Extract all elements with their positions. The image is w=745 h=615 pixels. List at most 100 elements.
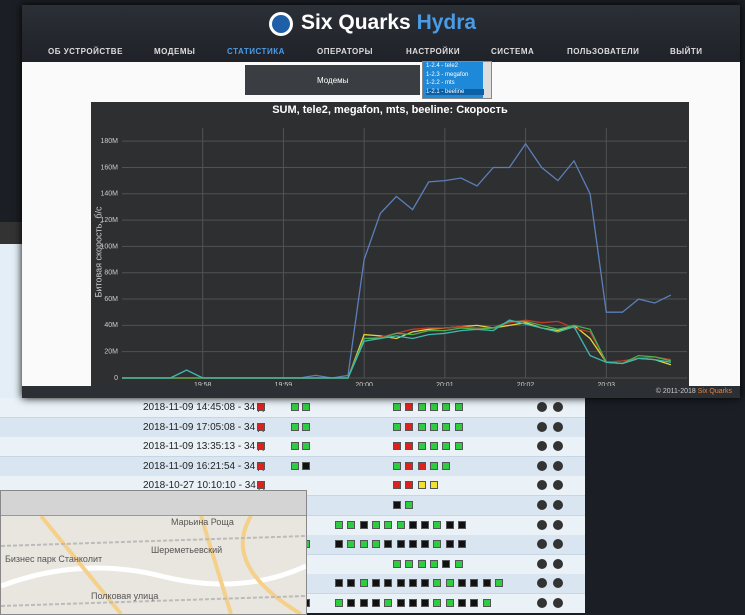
status	[257, 403, 265, 411]
edit-icon[interactable]	[537, 480, 547, 490]
delete-icon[interactable]	[553, 598, 563, 608]
delete-icon[interactable]	[553, 441, 563, 451]
status	[442, 403, 450, 411]
status	[470, 579, 478, 587]
status	[372, 521, 380, 529]
status	[360, 579, 368, 587]
status	[397, 521, 405, 529]
edit-icon[interactable]	[537, 598, 547, 608]
filter-label[interactable]: Модемы	[317, 76, 348, 85]
map-label: Марьина Роща	[171, 517, 234, 527]
status	[397, 579, 405, 587]
y-tick-label: 140M	[100, 191, 118, 198]
status	[446, 579, 454, 587]
select-option[interactable]: 1-2.1 - beeline	[426, 89, 484, 95]
edit-icon[interactable]	[537, 422, 547, 432]
status	[458, 540, 466, 548]
delete-icon[interactable]	[553, 500, 563, 510]
table-row: 2018-11-09 17:05:08 - 34 д	[0, 418, 585, 438]
date-cell: 2018-11-09 14:45:08 - 34 д	[143, 402, 264, 413]
select-option[interactable]: 1-2.2 - mts	[426, 80, 455, 86]
copyright-years: © 2011-2018	[656, 388, 696, 395]
status	[442, 462, 450, 470]
status	[455, 442, 463, 450]
status	[421, 540, 429, 548]
status	[442, 423, 450, 431]
status	[446, 599, 454, 607]
nav-item[interactable]: ОПЕРАТОРЫ	[317, 47, 373, 56]
map-label: Бизнес парк Станколит	[5, 554, 102, 564]
nav-item[interactable]: МОДЕМЫ	[154, 47, 195, 56]
delete-icon[interactable]	[553, 578, 563, 588]
delete-icon[interactable]	[553, 402, 563, 412]
nav-bar: ОБ УСТРОЙСТВЕ МОДЕМЫ СТАТИСТИКА ОПЕРАТОРЫ НА…	[22, 43, 740, 63]
edit-icon[interactable]	[537, 559, 547, 569]
logo: Six Quarks Hydra	[301, 11, 476, 35]
edit-icon[interactable]	[537, 461, 547, 471]
edit-icon[interactable]	[537, 500, 547, 510]
series-line	[122, 144, 671, 378]
status	[433, 599, 441, 607]
y-tick-label: 120M	[100, 217, 118, 224]
table-row: 2018-11-09 13:35:13 - 34 д	[0, 437, 585, 457]
y-tick-label: 180M	[100, 138, 118, 145]
status	[393, 560, 401, 568]
status	[384, 540, 392, 548]
status	[291, 462, 299, 470]
status	[421, 599, 429, 607]
status	[393, 423, 401, 431]
nav-item[interactable]: ВЫЙТИ	[670, 47, 703, 56]
date-cell: 2018-11-09 17:05:08 - 34 д	[143, 422, 264, 433]
status	[418, 403, 426, 411]
status	[372, 599, 380, 607]
status	[335, 521, 343, 529]
status	[418, 462, 426, 470]
status	[405, 501, 413, 509]
edit-icon[interactable]	[537, 520, 547, 530]
chart: SUM, tele2, megafon, mts, beeline: Скоро…	[91, 102, 689, 389]
status	[405, 423, 413, 431]
status	[372, 540, 380, 548]
app-window: Six Quarks Hydra ОБ УСТРОЙСТВЕ МОДЕМЫ СТАТ…	[22, 5, 740, 398]
status	[409, 579, 417, 587]
status	[291, 442, 299, 450]
status	[302, 423, 310, 431]
status	[405, 560, 413, 568]
status	[257, 442, 265, 450]
nav-item[interactable]: СТАТИСТИКА	[227, 47, 285, 56]
nav-item[interactable]: ОБ УСТРОЙСТВЕ	[48, 47, 123, 56]
status	[347, 540, 355, 548]
filter-box: Модемы	[245, 65, 420, 95]
status	[483, 579, 491, 587]
status	[418, 442, 426, 450]
status	[430, 462, 438, 470]
status	[430, 481, 438, 489]
nav-item[interactable]: ПОЛЬЗОВАТЕЛИ	[567, 47, 639, 56]
edit-icon[interactable]	[537, 539, 547, 549]
chart-title: SUM, tele2, megafon, mts, beeline: Скоро…	[272, 104, 508, 116]
delete-icon[interactable]	[553, 520, 563, 530]
nav-item[interactable]: СИСТЕМА	[491, 47, 534, 56]
select-option[interactable]: 1-2.3 - megafon	[426, 72, 468, 78]
page: Six Quarks Hydra {"header": {"brand": "S…	[0, 0, 745, 613]
select-option[interactable]: 1-2.4 - tele2	[426, 63, 458, 69]
product: Hydra	[417, 11, 477, 34]
edit-icon[interactable]	[537, 402, 547, 412]
copyright: © 2011-2018 Six Quarks	[656, 388, 732, 395]
edit-icon[interactable]	[537, 441, 547, 451]
series-line	[122, 321, 671, 378]
delete-icon[interactable]	[553, 480, 563, 490]
delete-icon[interactable]	[553, 422, 563, 432]
delete-icon[interactable]	[553, 559, 563, 569]
status	[442, 442, 450, 450]
status	[372, 579, 380, 587]
delete-icon[interactable]	[553, 461, 563, 471]
status	[302, 462, 310, 470]
modem-select[interactable]: 1-2.4 - tele2 1-2.3 - megafon 1-2.2 - mts 1…	[422, 61, 492, 99]
edit-icon[interactable]	[537, 578, 547, 588]
status	[347, 599, 355, 607]
status	[393, 442, 401, 450]
delete-icon[interactable]	[553, 539, 563, 549]
nav-item[interactable]: НАСТРОЙКИ	[406, 47, 460, 56]
status	[397, 599, 405, 607]
